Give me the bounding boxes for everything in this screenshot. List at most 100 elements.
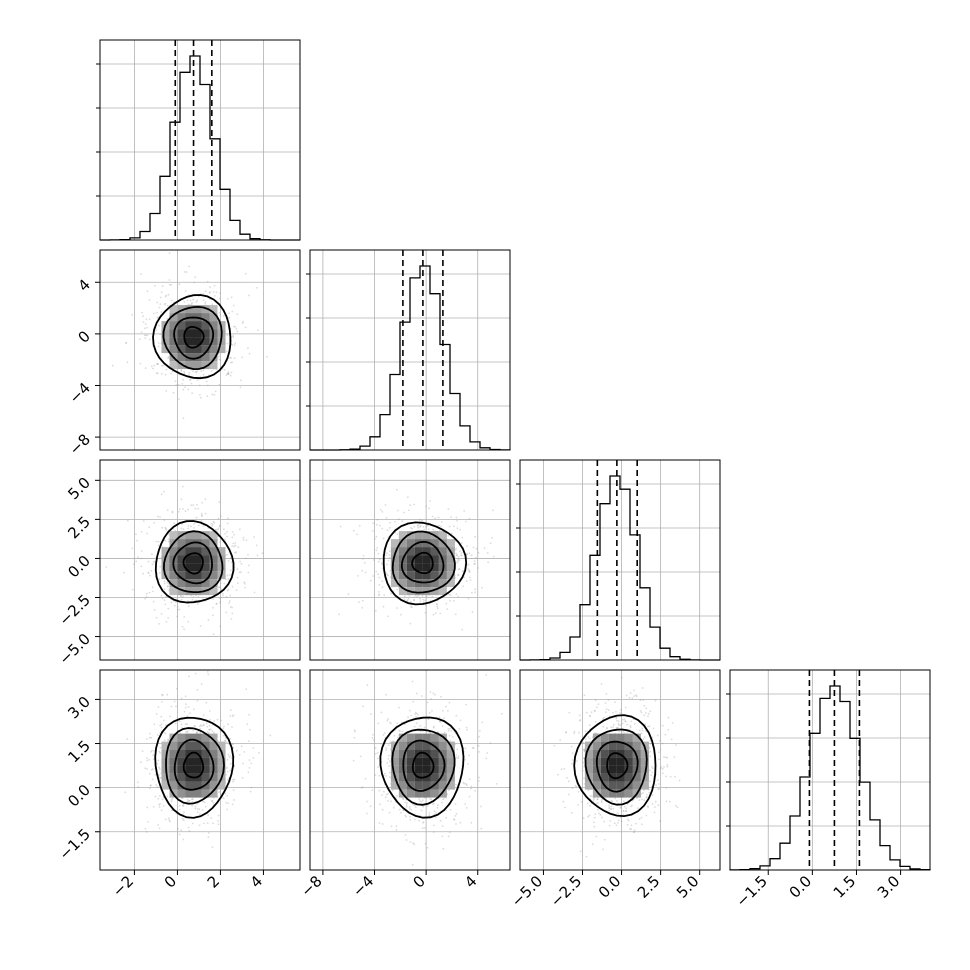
sample-point [434,693,436,696]
density-cell [398,531,407,540]
sample-point [208,728,210,731]
sample-point [468,569,471,572]
sample-point [226,766,228,769]
density-cell [600,749,609,758]
sample-point [245,688,248,690]
sample-point [447,710,449,712]
sample-point [375,570,378,573]
density-cell [422,773,431,782]
sample-point [474,591,476,594]
sample-point [416,712,418,715]
sample-point [162,796,165,799]
sample-point [430,798,433,801]
sample-point [174,380,177,383]
sample-point [457,574,460,577]
sample-point [233,357,236,360]
sample-point [143,334,146,336]
sample-point [249,790,252,793]
sample-point [366,812,368,815]
sample-point [473,563,476,566]
contour-level-2 [172,541,213,585]
sample-point [421,695,423,697]
sample-point [180,498,183,501]
sample-point [222,594,225,597]
sample-point [240,379,242,382]
y-tick-label: −2.5 [56,591,94,629]
sample-point [595,802,598,805]
sample-point [202,299,205,302]
sample-point [647,715,649,718]
sample-point [612,807,615,810]
sample-point [187,600,189,602]
sample-point [413,596,415,599]
sample-point [460,542,463,544]
sample-point [605,693,608,695]
sample-point [473,560,476,562]
sample-point [404,814,407,817]
density-cell [422,571,431,580]
density-cell [422,741,431,750]
sample-point [643,714,645,717]
sample-point [153,609,156,611]
density-cell [422,547,431,556]
hist-panel-1 [96,39,301,241]
density-cell [209,361,218,370]
sample-point [163,739,166,741]
x-tick-label: 3.0 [874,872,904,902]
sample-point [378,576,381,579]
sample-point [201,515,203,517]
sample-point [156,515,159,518]
sample-point [148,736,151,739]
sample-point [352,529,355,532]
density-cell [430,587,439,596]
sample-point [163,580,166,583]
sample-point [233,325,236,328]
sample-point [587,789,590,792]
sample-point [155,616,158,619]
sample-point [219,600,222,603]
sample-point [182,819,185,821]
sample-point [239,560,242,563]
sample-point [639,699,642,702]
sample-point [612,711,614,714]
sample-point [237,582,239,584]
sample-point [167,540,170,543]
density-cell [193,321,202,330]
sample-point [442,798,445,801]
sample-point [394,520,396,523]
sample-point [209,728,212,731]
density-cell [430,749,439,758]
sample-point [389,569,392,572]
sample-point [453,818,456,821]
sample-point [465,553,468,556]
density-cell [169,773,178,782]
density-cell [414,579,423,588]
sample-point [433,802,435,805]
sample-point [643,789,645,792]
density-cell [177,749,186,758]
density-cell [209,321,218,330]
sample-point [602,725,605,728]
density-cell [608,733,617,742]
density-cell [177,337,186,346]
sample-point [183,271,186,273]
sample-point [146,290,149,293]
sample-point [565,731,568,733]
density-cell [406,579,415,588]
x-tick-label: 0 [161,872,180,891]
sample-point [165,528,168,531]
density-cell [430,571,439,580]
density-cell [177,329,186,338]
sample-point [338,613,340,616]
density-cell [624,765,633,774]
sample-point [175,705,177,708]
sample-point [455,714,458,717]
sample-point [202,373,205,376]
sample-point [243,751,246,753]
sample-point [150,569,153,572]
sample-point [608,809,611,812]
sample-point [401,730,404,733]
sample-point [645,707,648,710]
contour-level-2 [400,540,445,584]
sample-point [126,738,129,740]
